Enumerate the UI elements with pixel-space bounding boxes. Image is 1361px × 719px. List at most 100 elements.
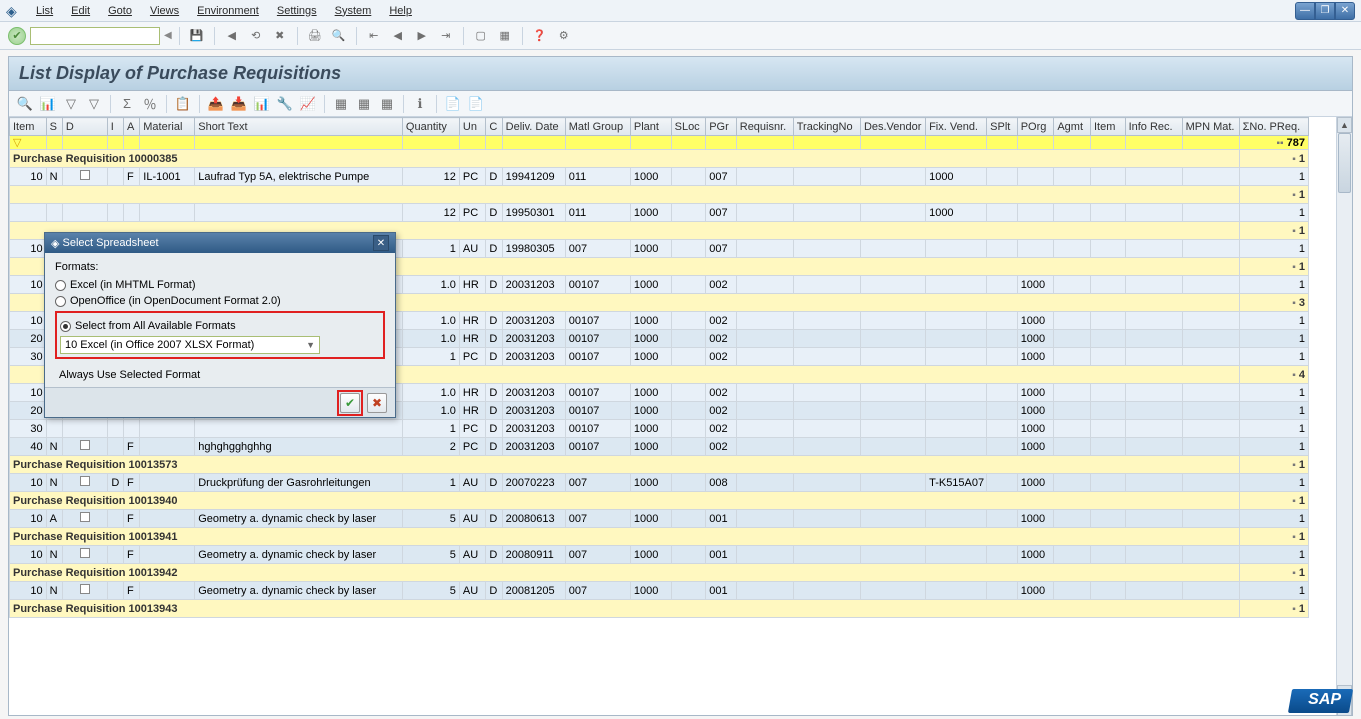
col-header[interactable]: S — [46, 118, 62, 136]
col-header[interactable]: POrg — [1017, 118, 1054, 136]
minimize-button[interactable]: — — [1295, 2, 1315, 20]
alv-tool-icon[interactable]: 📄 — [443, 94, 463, 114]
alv-tool-icon[interactable]: 📄 — [466, 94, 486, 114]
alv-tool-icon[interactable]: 📤 — [206, 94, 226, 114]
col-header[interactable]: Des.Vendor — [860, 118, 925, 136]
help-icon[interactable]: ❓ — [530, 26, 550, 46]
alv-tool-icon[interactable]: ℹ — [410, 94, 430, 114]
dialog-close-button[interactable]: ✕ — [373, 235, 389, 251]
table-row[interactable]: 10AFGeometry a. dynamic check by laser5A… — [10, 510, 1309, 528]
col-header[interactable]: ΣNo. PReq. — [1239, 118, 1308, 136]
group-header[interactable] — [10, 186, 1240, 204]
alv-tool-icon[interactable]: Σ — [117, 94, 137, 114]
alv-tool-icon[interactable]: ▽ — [61, 94, 81, 114]
alv-tool-icon[interactable]: 📥 — [229, 94, 249, 114]
col-header[interactable]: A — [123, 118, 139, 136]
col-header[interactable]: Deliv. Date — [502, 118, 565, 136]
alv-tool-icon[interactable]: ▦ — [331, 94, 351, 114]
alv-tool-icon[interactable]: ▦ — [354, 94, 374, 114]
table-row[interactable]: 40NFhghghgghghhg2PCD20031203001071000002… — [10, 438, 1309, 456]
maximize-button[interactable]: ❐ — [1315, 2, 1335, 20]
find-icon[interactable]: 🔍 — [329, 26, 349, 46]
group-header[interactable]: Purchase Requisition 10013941 — [10, 528, 1240, 546]
enter-button[interactable]: ✔ — [8, 27, 26, 45]
col-header[interactable]: SPlt — [987, 118, 1018, 136]
col-header[interactable]: I — [107, 118, 123, 136]
alv-tool-icon[interactable]: ▦ — [377, 94, 397, 114]
alv-tool-icon[interactable]: 🔧 — [275, 94, 295, 114]
col-header[interactable]: Matl Group — [565, 118, 630, 136]
table-row[interactable]: 10NFGeometry a. dynamic check by laser5A… — [10, 582, 1309, 600]
col-header[interactable]: MPN Mat. — [1182, 118, 1239, 136]
col-header[interactable]: Short Text — [195, 118, 403, 136]
col-header[interactable]: Quantity — [402, 118, 459, 136]
group-header[interactable]: Purchase Requisition 10013573 — [10, 456, 1240, 474]
first-page-icon[interactable]: ⇤ — [364, 26, 384, 46]
col-header[interactable]: D — [62, 118, 107, 136]
table-row[interactable]: 12PCD19950301011100000710001 — [10, 204, 1309, 222]
alv-tool-icon[interactable]: ▽ — [84, 94, 104, 114]
menu-settings[interactable]: Settings — [277, 5, 317, 17]
menu-edit[interactable]: Edit — [71, 5, 90, 17]
menu-help[interactable]: Help — [389, 5, 412, 17]
alv-tool-icon[interactable]: 📊 — [252, 94, 272, 114]
col-header[interactable]: Agmt — [1054, 118, 1091, 136]
next-page-icon[interactable]: ▶ — [412, 26, 432, 46]
system-toolbar: ✔ ◀ 💾 ◀ ⟲ ✖ 🖨 🔍 ⇤ ◀ ▶ ⇥ ▢ ▦ ❓ ⚙ — [0, 22, 1361, 50]
format-dropdown[interactable]: 10 Excel (in Office 2007 XLSX Format) ▼ — [60, 336, 320, 354]
col-header[interactable]: TrackingNo — [793, 118, 860, 136]
alv-tool-icon[interactable]: 📊 — [38, 94, 58, 114]
menu-views[interactable]: Views — [150, 5, 179, 17]
print-icon[interactable]: 🖨 — [305, 26, 325, 46]
radio-mhtml[interactable]: Excel (in MHTML Format) — [55, 279, 385, 291]
back-icon[interactable]: ◀ — [222, 26, 242, 46]
table-row[interactable]: 301PCD2003120300107100000210001 — [10, 420, 1309, 438]
col-header[interactable]: C — [486, 118, 502, 136]
prev-page-icon[interactable]: ◀ — [388, 26, 408, 46]
menu-system[interactable]: System — [335, 5, 372, 17]
group-header[interactable]: Purchase Requisition 10000385 — [10, 150, 1240, 168]
last-page-icon[interactable]: ⇥ — [436, 26, 456, 46]
radio-all-formats[interactable]: Select from All Available Formats — [60, 320, 380, 332]
col-header[interactable]: Item — [10, 118, 47, 136]
menu-environment[interactable]: Environment — [197, 5, 259, 17]
col-header[interactable]: Item — [1090, 118, 1125, 136]
layout-icon[interactable]: ▦ — [495, 26, 515, 46]
scroll-thumb[interactable] — [1338, 133, 1351, 193]
table-row[interactable]: 10NFIL-1001Laufrad Typ 5A, elektrische P… — [10, 168, 1309, 186]
radio-openoffice[interactable]: OpenOffice (in OpenDocument Format 2.0) — [55, 295, 385, 307]
cancel-button[interactable]: ✖ — [367, 393, 387, 413]
alv-tool-icon[interactable]: ％ — [140, 94, 160, 114]
vertical-scrollbar[interactable]: ▲ ▼ ▾ — [1336, 117, 1352, 716]
group-header[interactable]: Purchase Requisition 10013942 — [10, 564, 1240, 582]
dialog-title: Select Spreadsheet — [63, 237, 159, 249]
col-header[interactable]: Un — [459, 118, 485, 136]
col-header[interactable]: Info Rec. — [1125, 118, 1182, 136]
table-row[interactable]: 10NFGeometry a. dynamic check by laser5A… — [10, 546, 1309, 564]
always-use-checkbox[interactable]: Always Use Selected Format — [55, 369, 385, 381]
customize-icon[interactable]: ⚙ — [554, 26, 574, 46]
cancel-icon[interactable]: ✖ — [270, 26, 290, 46]
command-field[interactable] — [30, 27, 160, 45]
scroll-up-icon[interactable]: ▲ — [1337, 117, 1352, 133]
alv-tool-icon[interactable]: 🔍 — [15, 94, 35, 114]
col-header[interactable]: PGr — [706, 118, 737, 136]
ok-button[interactable]: ✔ — [340, 393, 360, 413]
col-header[interactable]: Material — [140, 118, 195, 136]
alv-tool-icon[interactable]: 📋 — [173, 94, 193, 114]
menu-list[interactable]: List — [36, 5, 53, 17]
save-icon[interactable]: 💾 — [187, 26, 207, 46]
close-button[interactable]: ✕ — [1335, 2, 1355, 20]
group-header[interactable]: Purchase Requisition 10013940 — [10, 492, 1240, 510]
group-header[interactable]: Purchase Requisition 10013943 — [10, 600, 1240, 618]
col-header[interactable]: Plant — [630, 118, 671, 136]
alv-tool-icon[interactable]: 📈 — [298, 94, 318, 114]
table-row[interactable]: 10NDFDruckprüfung der Gasrohrleitungen1A… — [10, 474, 1309, 492]
col-header[interactable]: SLoc — [671, 118, 706, 136]
col-header[interactable]: Requisnr. — [736, 118, 793, 136]
new-session-icon[interactable]: ▢ — [471, 26, 491, 46]
menu-goto[interactable]: Goto — [108, 5, 132, 17]
highlighted-selection: Select from All Available Formats 10 Exc… — [55, 311, 385, 359]
col-header[interactable]: Fix. Vend. — [926, 118, 987, 136]
exit-icon[interactable]: ⟲ — [246, 26, 266, 46]
